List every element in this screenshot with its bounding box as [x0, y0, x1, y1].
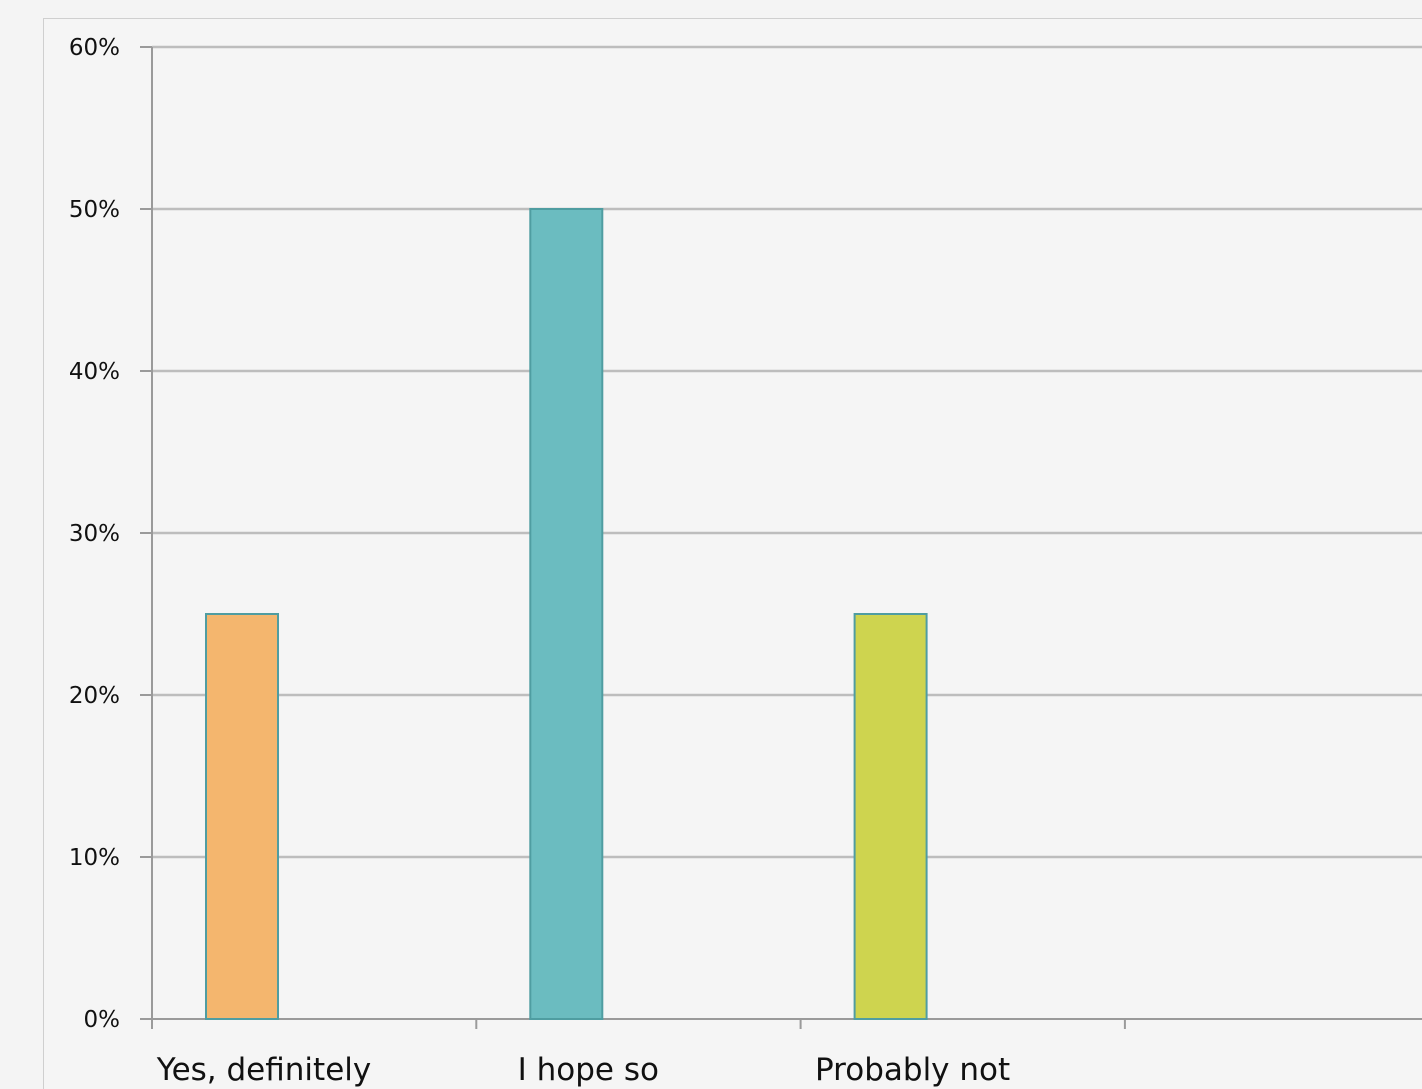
- y-tick-label: 20%: [69, 683, 120, 709]
- y-tick-label: 50%: [69, 197, 120, 223]
- y-tick-label: 40%: [69, 359, 120, 385]
- axes: [140, 46, 1422, 1029]
- labels: 0% 10% 20% 30% 40% 50% 60% Yes, definitely I hop…: [69, 35, 1010, 1088]
- x-category-label: Yes, definitely: [156, 1052, 371, 1088]
- x-category-label: I hope so: [518, 1052, 659, 1088]
- y-tick-label: 60%: [69, 35, 120, 61]
- y-tick-label: 30%: [69, 521, 120, 547]
- y-tick-label: 10%: [69, 845, 120, 871]
- bars: [205, 208, 928, 1020]
- bar: [205, 613, 279, 1020]
- x-category-label: Probably not: [815, 1052, 1010, 1088]
- grid-lines: [152, 45, 1422, 859]
- bar: [529, 208, 604, 1020]
- bar: [853, 613, 928, 1020]
- y-tick-label: 0%: [84, 1007, 121, 1033]
